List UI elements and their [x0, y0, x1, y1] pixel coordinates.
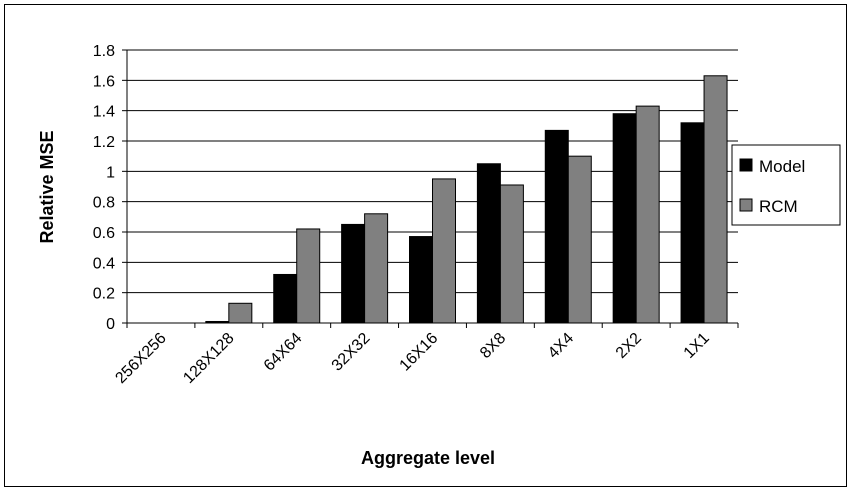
- x-tick-label: 2X2: [613, 330, 645, 362]
- x-tick-labels: 256X256 128X128 64X64 32X32 16X16 8X8 4X4 2X2 1X…: [112, 330, 713, 387]
- bar-model-64x64: [273, 273, 298, 324]
- x-tick-label: 64X64: [261, 330, 306, 375]
- bar-rcm-4x4: [567, 155, 592, 324]
- y-tick-label: 1.2: [93, 134, 115, 151]
- legend-box: [731, 144, 841, 226]
- axes: [122, 49, 739, 328]
- legend-label-model: Model: [759, 157, 805, 176]
- bar-model-32x32: [341, 223, 366, 324]
- y-tick-label: 0.2: [93, 286, 115, 303]
- y-tick-label: 0.6: [93, 225, 115, 242]
- x-tick-label: 16X16: [397, 330, 442, 375]
- y-tick-label: 0: [106, 316, 115, 333]
- y-tick-label: 1: [106, 164, 115, 181]
- bar-rcm-1x1: [703, 75, 728, 324]
- y-tick-label: 0.4: [93, 255, 115, 272]
- legend-label-rcm: RCM: [759, 197, 798, 216]
- bar-model-4x4: [544, 129, 569, 324]
- bar-rcm-16x16: [432, 178, 456, 324]
- legend: Model RCM: [731, 144, 841, 226]
- bars: [205, 75, 728, 324]
- x-tick-label: 256X256: [112, 330, 169, 387]
- y-tick-label: 1.6: [93, 73, 115, 90]
- bar-rcm-32x32: [364, 213, 389, 324]
- bar-rcm-64x64: [296, 228, 321, 324]
- y-tick-label: 1.8: [93, 43, 115, 60]
- y-tick-label: 1.4: [93, 104, 115, 121]
- x-tick-label: 1X1: [681, 330, 713, 362]
- bar-rcm-2x2: [635, 105, 660, 324]
- bar-model-2x2: [612, 113, 637, 324]
- x-tick-label: 128X128: [180, 330, 237, 387]
- legend-swatch-rcm: [739, 198, 753, 212]
- x-axis-title: Aggregate level: [361, 448, 495, 468]
- bar-rcm-128x128: [228, 302, 253, 324]
- y-tick-label: 0.8: [93, 195, 115, 212]
- y-tick-labels: 0 0.2 0.4 0.6 0.8 1 1.2 1.4 1.6 1.8: [93, 43, 115, 333]
- bar-model-16x16: [409, 236, 433, 324]
- x-tick-label: 8X8: [477, 330, 509, 362]
- bar-model-1x1: [680, 122, 705, 324]
- bar-rcm-8x8: [499, 184, 524, 324]
- y-axis-title: Relative MSE: [37, 130, 57, 243]
- x-tick-label: 4X4: [545, 330, 577, 362]
- x-tick-label: 32X32: [329, 330, 374, 375]
- bar-model-8x8: [476, 163, 501, 324]
- legend-swatch-model: [739, 158, 753, 172]
